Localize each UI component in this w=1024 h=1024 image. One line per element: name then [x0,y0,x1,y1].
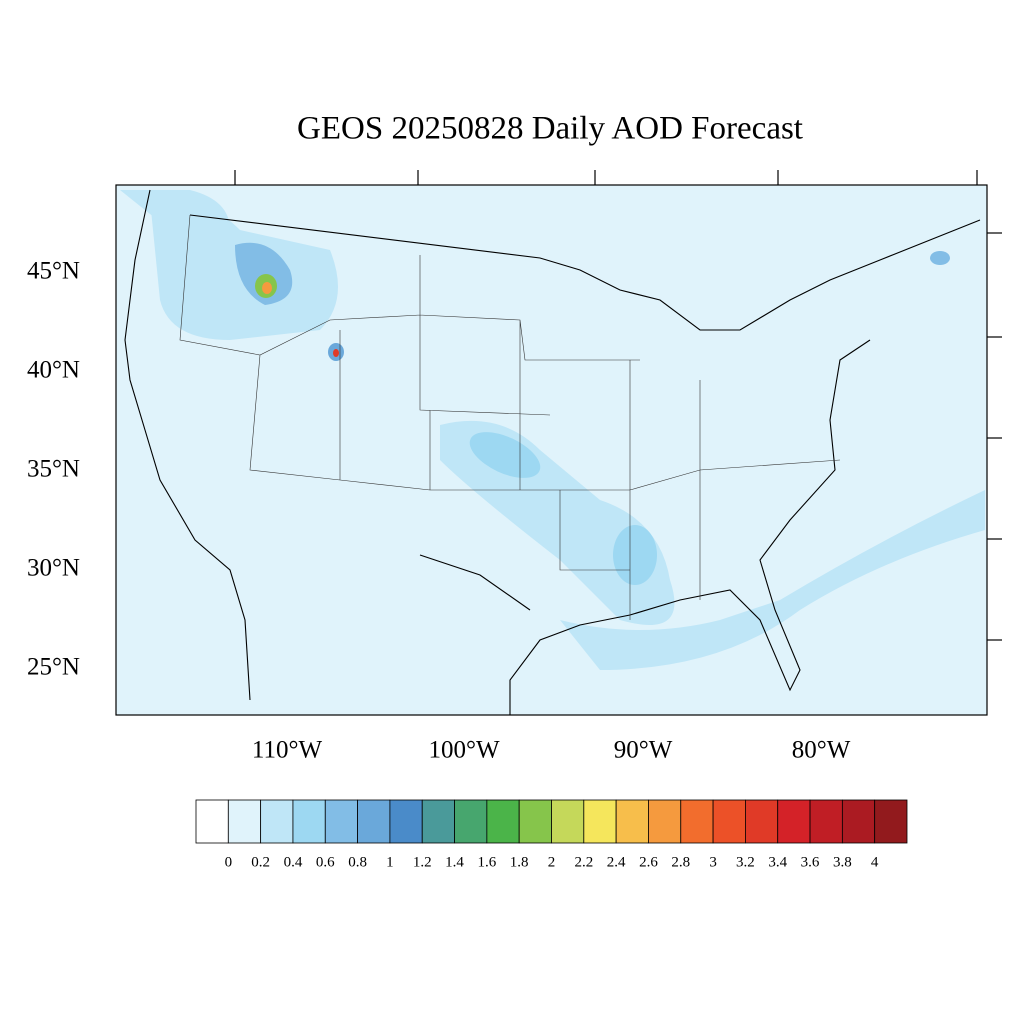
colorbar-box [874,799,908,844]
colorbar-label: 1.6 [477,854,496,870]
lat-labels: 45°N 40°N 35°N 30°N 25°N [27,258,80,681]
colorbar: 0 0.2 0.4 0.6 0.8 1 1.2 1.4 1.6 1.8 2 2.2 2.4 2.6 2.8 3… [195,799,908,870]
colorbar-label: 2 [548,854,556,870]
lat-label: 35°N [27,456,80,483]
colorbar-box [841,799,876,844]
lon-label: 100°W [428,737,499,764]
lon-label: 90°W [614,737,673,764]
colorbar-label: 1 [386,854,394,870]
lat-label: 40°N [27,357,80,384]
colorbar-label: 3.2 [736,854,755,870]
colorbar-label: 1.2 [413,854,432,870]
frame-ticks [234,170,1002,641]
colorbar-box [518,799,552,844]
lon-labels: 110°W 100°W 90°W 80°W [252,737,851,764]
map [115,170,1002,716]
colorbar-box [195,799,229,844]
colorbar-box [260,799,294,844]
lat-label: 30°N [27,555,80,582]
colorbar-label: 3.6 [801,854,820,870]
colorbar-box [454,799,488,844]
colorbar-label: 1.8 [510,854,529,870]
colorbar-box [389,799,423,844]
colorbar-box [615,799,649,844]
plumes [120,190,985,670]
title: GEOS 20250828 Daily AOD Forecast [297,111,803,147]
coastline [124,189,981,715]
lat-label: 25°N [27,654,80,681]
colorbar-label: 1.4 [445,854,464,870]
colorbar-box [324,799,358,844]
colorbar-box [486,799,520,844]
lat-label: 45°N [27,258,80,285]
colorbar-box [292,799,326,844]
colorbar-box [680,799,714,844]
colorbar-box [745,799,779,844]
colorbar-box [777,799,811,844]
colorbar-label: 0.4 [284,854,303,870]
colorbar-box [809,799,843,844]
colorbar-box [551,799,585,844]
colorbar-box [583,799,617,844]
colorbar-label: 2.2 [574,854,593,870]
lon-label: 110°W [252,737,323,764]
colorbar-label: 0.2 [251,854,270,870]
colorbar-label: 2.8 [671,854,690,870]
colorbar-box [648,799,682,844]
state-lines [179,214,841,620]
colorbar-label: 2.4 [607,854,626,870]
colorbar-label: 2.6 [639,854,658,870]
colorbar-label: 0.8 [348,854,367,870]
colorbar-box [712,799,746,844]
colorbar-label: 3.8 [833,854,852,870]
colorbar-label: 0.6 [316,854,335,870]
colorbar-box [227,799,262,844]
colorbar-label: 3 [709,854,717,870]
colorbar-label: 3.4 [768,854,787,870]
lon-label: 80°W [792,737,851,764]
colorbar-box [357,799,391,844]
colorbar-label: 4 [871,854,879,870]
colorbar-label: 0 [225,854,233,870]
colorbar-box [421,799,455,844]
map-frame [115,184,988,716]
